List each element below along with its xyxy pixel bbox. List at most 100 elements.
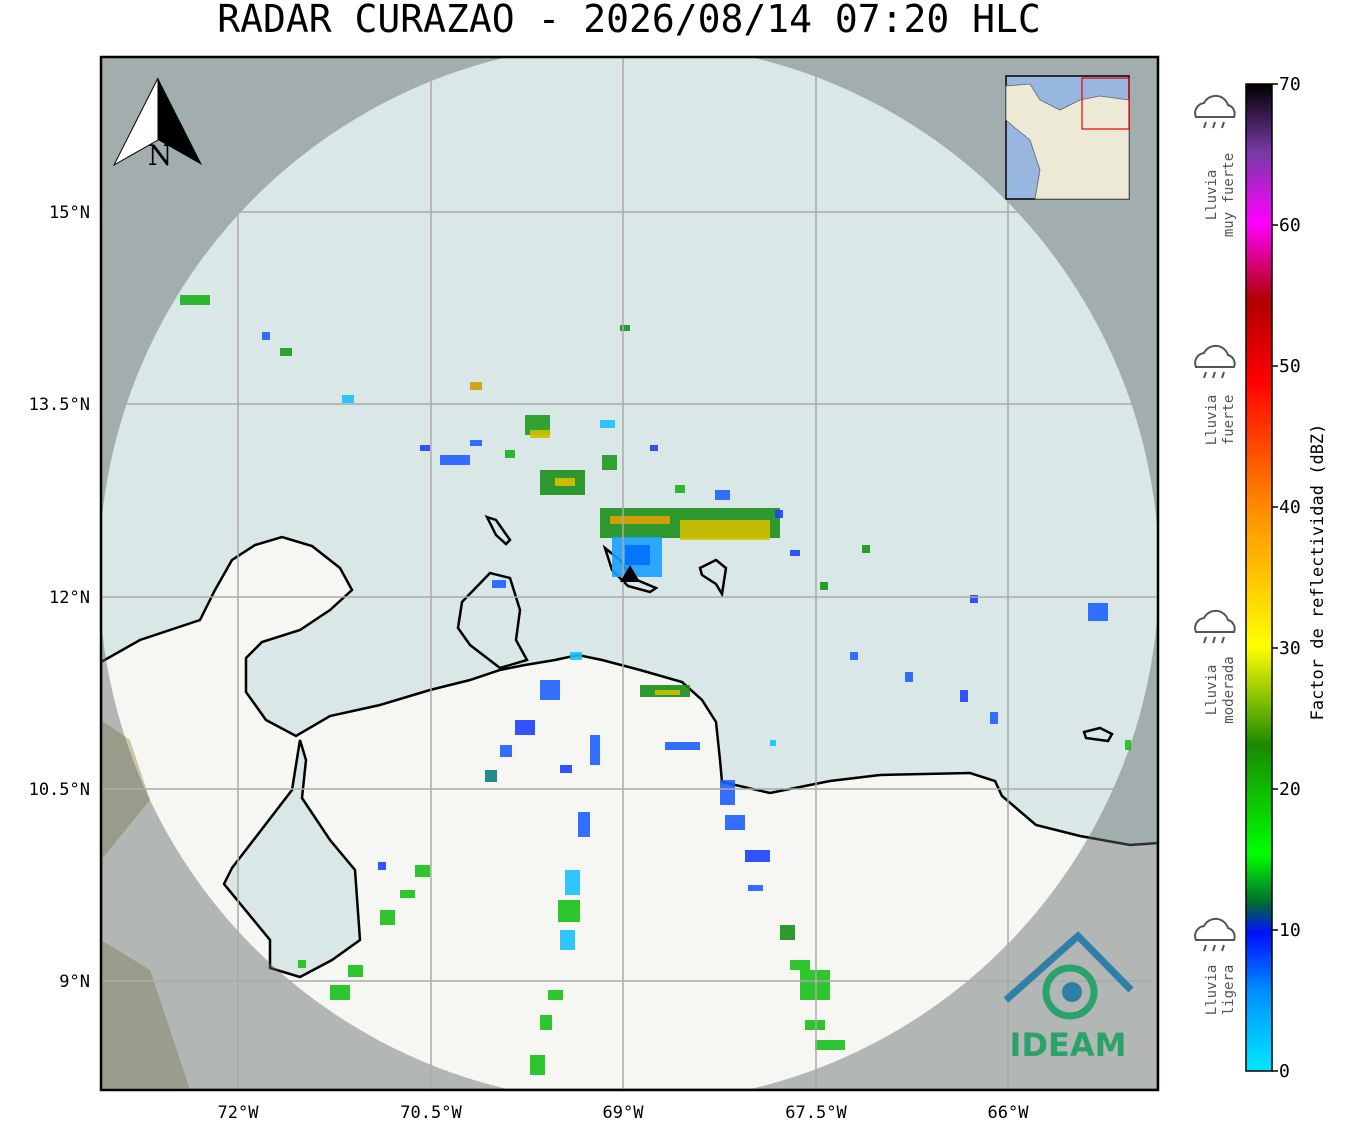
echo xyxy=(905,672,913,682)
echo xyxy=(990,712,998,724)
map-frame xyxy=(99,55,1160,1092)
rain-icon xyxy=(1194,917,1236,941)
lat-label: 13.5°N xyxy=(29,395,90,415)
rain-label: muy fuerte xyxy=(1221,153,1237,237)
colorbar-tick-label: 50 xyxy=(1279,356,1301,377)
rain-drop xyxy=(1221,636,1225,644)
echo xyxy=(578,812,590,837)
title: RADAR CURAZAO - 2026/08/14 07:20 HLC xyxy=(217,0,1041,41)
echo xyxy=(515,720,535,735)
lon-label: 67.5°W xyxy=(785,1103,847,1123)
echo xyxy=(790,550,800,556)
inset-map xyxy=(1005,75,1130,200)
echo xyxy=(680,520,770,540)
rain-label: Lluvia xyxy=(1204,395,1220,446)
island xyxy=(1082,726,1114,743)
echo xyxy=(548,990,563,1000)
map: N IDEAM xyxy=(101,57,1158,1090)
echo xyxy=(745,850,770,862)
echo xyxy=(675,485,685,493)
colorbar-tick-label: 30 xyxy=(1279,638,1301,659)
echo xyxy=(650,445,658,451)
rain-label: Lluvia xyxy=(1204,965,1220,1016)
compass-label: N xyxy=(148,139,173,172)
rain-drop xyxy=(1203,121,1207,129)
echo xyxy=(280,348,292,356)
lat-label: 15°N xyxy=(49,203,90,223)
rain-label: fuerte xyxy=(1221,395,1237,446)
echo xyxy=(348,965,363,977)
rain-drop xyxy=(1203,636,1207,644)
echo xyxy=(790,960,810,970)
echo xyxy=(558,900,580,922)
echo xyxy=(505,450,515,458)
rain-icon xyxy=(1194,609,1236,633)
mainland xyxy=(101,535,1158,1090)
rain-label: moderada xyxy=(1221,656,1237,723)
rain-drop xyxy=(1212,944,1216,952)
echo xyxy=(800,970,830,1000)
echo xyxy=(715,490,730,500)
echo xyxy=(748,885,763,891)
echo xyxy=(960,690,968,702)
echo xyxy=(780,925,795,940)
echo xyxy=(262,332,270,340)
lon-label: 69°W xyxy=(603,1103,645,1123)
echo xyxy=(298,960,306,968)
echo xyxy=(415,865,430,877)
colorbar-tick-label: 60 xyxy=(1279,215,1301,236)
rain-drop xyxy=(1212,636,1216,644)
echo xyxy=(500,745,512,757)
rain-drop xyxy=(1221,371,1225,379)
echo xyxy=(625,545,650,565)
echo xyxy=(970,595,978,603)
echo xyxy=(570,652,582,660)
echo xyxy=(492,580,506,588)
logo: IDEAM xyxy=(1003,931,1134,1064)
echo xyxy=(180,295,210,305)
echo xyxy=(560,930,575,950)
lat-label: 9°N xyxy=(59,972,90,992)
rain-drop xyxy=(1221,121,1225,129)
echo xyxy=(602,455,617,470)
echo xyxy=(655,690,680,695)
rain-drop xyxy=(1212,371,1216,379)
echo xyxy=(620,325,630,331)
colorbar-tick-label: 20 xyxy=(1279,779,1301,800)
rain-drop xyxy=(1203,944,1207,952)
radar-site xyxy=(620,565,640,582)
graticule xyxy=(101,57,1158,1090)
rain-drop xyxy=(1212,121,1216,129)
rain-label: Lluvia xyxy=(1204,170,1220,221)
bonaire xyxy=(698,558,728,598)
echo xyxy=(590,735,600,765)
echo xyxy=(400,890,415,898)
colorbar-tick-label: 40 xyxy=(1279,497,1301,518)
echo xyxy=(330,985,350,1000)
echo xyxy=(815,1040,845,1050)
echo xyxy=(850,652,858,660)
rain-drop xyxy=(1203,371,1207,379)
lake-maracaibo xyxy=(222,739,362,979)
compass: N xyxy=(112,77,202,172)
echo xyxy=(720,780,735,805)
rain-label: Lluvia xyxy=(1204,665,1220,716)
logo-text: IDEAM xyxy=(1010,1026,1127,1064)
echo xyxy=(725,815,745,830)
echo xyxy=(775,510,783,518)
echo xyxy=(820,582,828,590)
colorbar xyxy=(1245,83,1273,1072)
echo xyxy=(530,1055,545,1075)
echo xyxy=(470,440,482,446)
echo xyxy=(540,680,560,700)
echo xyxy=(380,910,395,925)
echo xyxy=(600,420,615,428)
lon-label: 72°W xyxy=(218,1103,260,1123)
echoes xyxy=(180,295,1131,1075)
echo xyxy=(378,862,386,870)
rain-label: ligera xyxy=(1221,965,1237,1016)
lon-label: 70.5°W xyxy=(400,1103,462,1123)
echo xyxy=(530,430,550,438)
echo xyxy=(555,478,575,486)
